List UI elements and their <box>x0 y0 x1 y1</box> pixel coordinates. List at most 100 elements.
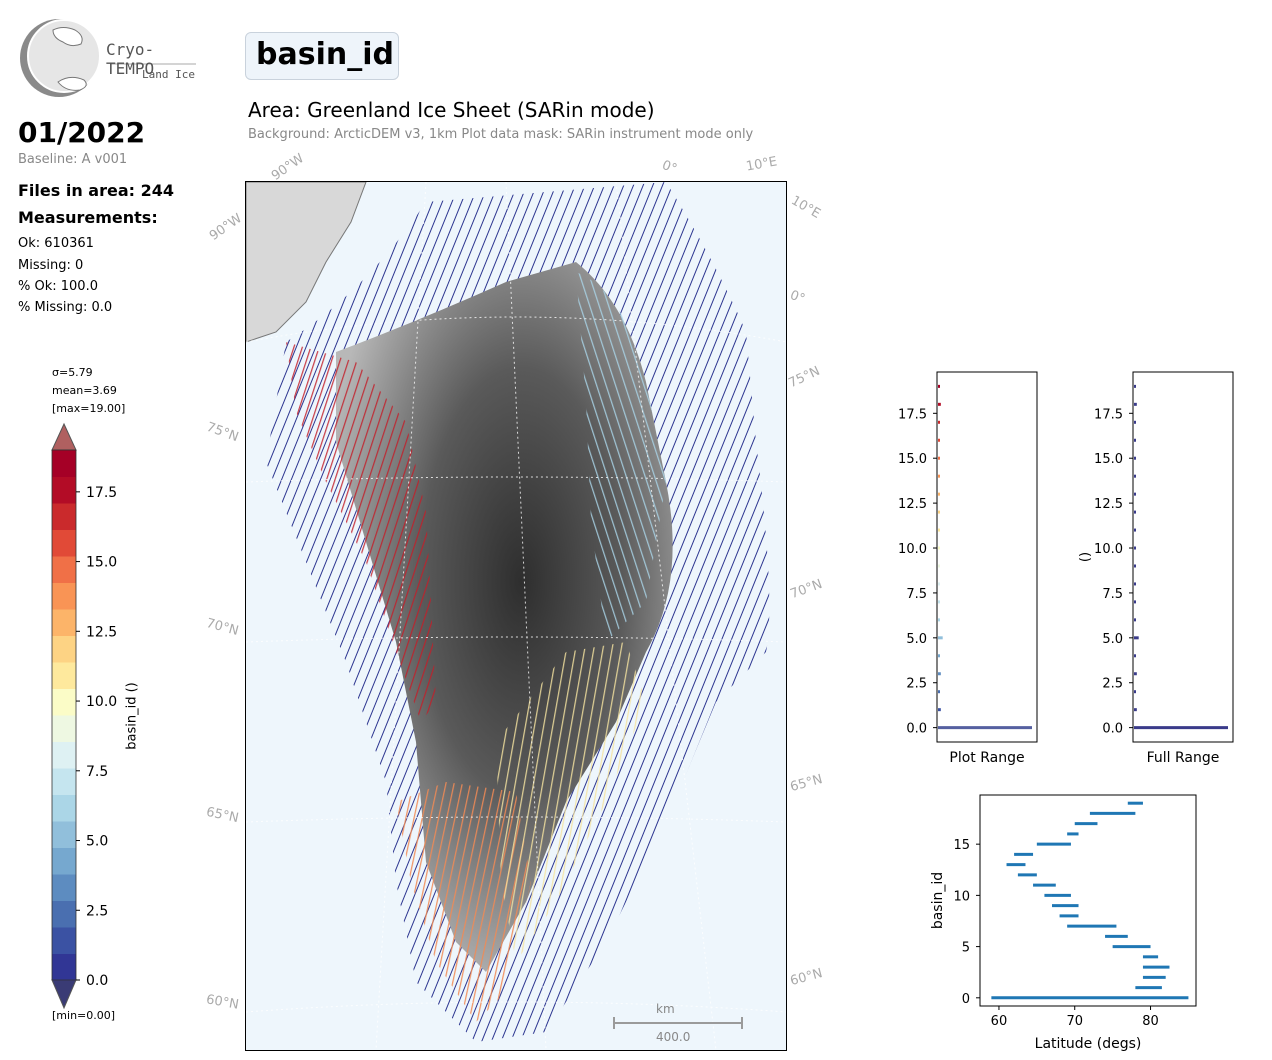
scale-unit: km <box>656 1002 675 1016</box>
colorbar-tick-label: 10.0 <box>86 694 117 710</box>
colorbar-segment <box>52 635 76 663</box>
area-title: Area: Greenland Ice Sheet (SARin mode) <box>248 98 655 122</box>
measurements-label: Measurements: <box>18 208 158 227</box>
y-tick-label: 15 <box>953 838 970 853</box>
histogram-bar <box>1134 636 1139 640</box>
y-tick-label: 17.5 <box>898 407 927 422</box>
greenland-map: km 400.0 <box>245 181 787 1051</box>
histogram-bar <box>938 690 940 694</box>
y-axis-label: basin_id <box>930 872 946 929</box>
y-tick-label: 12.5 <box>898 497 927 512</box>
colorbar-segment <box>52 741 76 769</box>
lat-label-right: 75°N <box>786 363 823 392</box>
histogram-bar <box>1134 474 1136 478</box>
histogram-bar <box>938 636 943 640</box>
lat-label-left: 70°N <box>204 616 241 639</box>
histogram-bar <box>1134 618 1136 622</box>
histogram-bar <box>938 546 940 550</box>
colorbar-min-extend <box>51 979 77 1010</box>
colorbar-segment <box>52 927 76 954</box>
colorbar-segment <box>52 503 76 530</box>
y-tick-label: 7.5 <box>906 587 927 602</box>
logo-name: Cryo-TEMPO <box>106 40 155 78</box>
histogram-bar <box>938 726 1032 730</box>
histogram-bar <box>1134 564 1136 568</box>
y-tick-label: 15.0 <box>898 452 927 467</box>
histogram-bar <box>1134 708 1137 712</box>
colorbar-segment <box>52 609 76 636</box>
range-chart-frame <box>979 794 1197 1007</box>
plot-range-histogram: 0.0 2.5 5.0 7.5 10.0 12.5 15.0 17.5 Plot Range <box>898 371 1038 766</box>
histogram-bar <box>938 654 940 658</box>
histogram-bar <box>1134 672 1137 676</box>
histogram-bar <box>938 492 940 496</box>
colorbar-segment <box>52 874 76 901</box>
histogram-bar <box>1134 726 1228 730</box>
histogram-bar <box>1134 528 1136 532</box>
histogram-bar <box>938 384 940 388</box>
lat-label-left: 60°N <box>204 992 240 1013</box>
histogram-bar <box>938 438 940 442</box>
y-tick-label: 5 <box>962 941 970 956</box>
date-heading: 01/2022 <box>18 116 146 149</box>
histogram-bar <box>1134 510 1136 514</box>
colorbar-tick-label: 0.0 <box>86 973 108 989</box>
lon-label: 10°E <box>788 193 823 222</box>
map-canvas <box>246 182 786 1050</box>
colorbar-segment <box>52 847 76 875</box>
area-subtitle: Background: ArcticDEM v3, 1km Plot data … <box>248 127 754 142</box>
histogram-bar <box>1134 600 1136 604</box>
histogram-bar <box>938 708 941 712</box>
histogram-bar <box>1134 546 1136 550</box>
colorbar-segment <box>52 529 76 557</box>
histogram-bar <box>938 618 940 622</box>
logo-icon <box>20 19 196 97</box>
lon-label: 10°E <box>744 154 779 175</box>
missing-count: Missing: 0 <box>18 258 84 273</box>
colorbar-segment <box>52 582 76 610</box>
variable-title-box: basin_id <box>245 32 399 80</box>
histogram-bar <box>1134 690 1136 694</box>
histogram-bar <box>938 528 940 532</box>
lat-label-right: 70°N <box>788 576 825 603</box>
pct-ok: % Ok: 100.0 <box>18 279 98 294</box>
histogram-bar <box>1134 492 1136 496</box>
x-axis-label: Latitude (degs) <box>1035 1036 1142 1052</box>
colorbar-segment <box>52 556 76 583</box>
y-tick-label: 0.0 <box>1102 722 1123 737</box>
cryo-tempo-logo: Cryo-TEMPO Land Ice <box>18 18 198 98</box>
y-tick-label: 5.0 <box>1102 632 1123 647</box>
y-axis-label: () <box>1078 552 1093 562</box>
colorbar-segment <box>52 768 76 795</box>
colorbar-stat-mean: mean=3.69 <box>52 384 117 397</box>
histogram-frame <box>1132 371 1234 743</box>
y-tick-label: 10 <box>953 889 970 904</box>
colorbar-segment <box>52 450 76 477</box>
logo-subtitle: Land Ice <box>142 68 195 81</box>
y-tick-label: 2.5 <box>906 677 927 692</box>
x-tick-label: 60 <box>991 1014 1008 1029</box>
colorbar-label: basin_id () <box>124 682 140 750</box>
colorbar-segment <box>52 662 76 689</box>
lat-label-right: 65°N <box>788 772 825 795</box>
latitude-range-chart: 60 70 80 0 5 10 15 Latitude (degs) basin_id <box>930 794 1197 1052</box>
colorbar-tick-label: 15.0 <box>86 555 117 571</box>
y-tick-label: 10.0 <box>898 542 927 557</box>
lat-label-left: 65°N <box>204 804 240 827</box>
histogram-bar <box>938 600 940 604</box>
histogram-bar <box>1134 420 1136 424</box>
histogram-bar <box>938 582 940 586</box>
y-tick-label: 7.5 <box>1102 587 1123 602</box>
colorbar: 0.0 2.5 5.0 7.5 10.0 12.5 15.0 17.5 <box>51 422 117 1010</box>
colorbar-frame <box>51 449 77 981</box>
files-in-area: Files in area: 244 <box>18 181 174 200</box>
histogram-frame <box>936 371 1038 743</box>
colorbar-segment <box>52 900 76 928</box>
colorbar-stat-min: [min=0.00] <box>52 1009 116 1022</box>
x-axis-label: Full Range <box>1147 750 1220 766</box>
histogram-bar <box>1134 438 1136 442</box>
histogram-bar <box>1134 384 1136 388</box>
colorbar-tick-label: 12.5 <box>86 624 117 640</box>
full-range-histogram: 0.0 2.5 5.0 7.5 10.0 12.5 15.0 17.5 Full Range () <box>1078 371 1234 766</box>
pct-missing: % Missing: 0.0 <box>18 300 113 315</box>
